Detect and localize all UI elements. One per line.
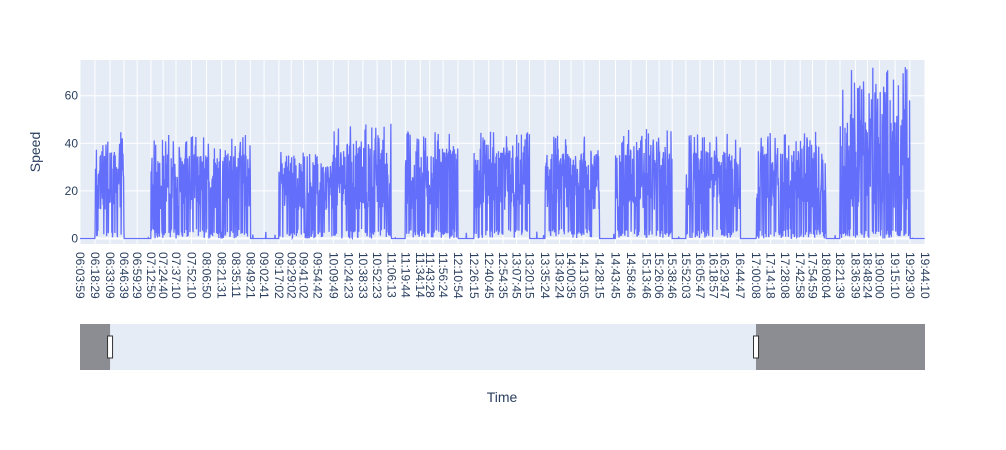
x-tick-label: 08:35:11 (229, 252, 243, 298)
x-tick-label: 10:38:33 (356, 252, 370, 299)
y-tick-label: 20 (65, 184, 79, 198)
speed-line (80, 67, 925, 241)
x-tick-label: 08:49:21 (243, 252, 257, 299)
x-tick-label: 15:13:46 (639, 252, 653, 299)
speed-series (80, 67, 925, 241)
x-tick-label: 08:06:50 (200, 252, 214, 299)
x-tick-label: 15:52:03 (679, 252, 693, 299)
x-tick-label: 15:26:06 (652, 252, 666, 299)
y-tick-labels: 0 20 40 60 (65, 89, 79, 246)
x-tick-label: 17:28:08 (778, 252, 792, 299)
range-slider[interactable] (80, 324, 925, 370)
x-tick-label: 16:44:47 (733, 252, 747, 299)
x-tick-label: 11:19:44 (398, 252, 412, 298)
x-tick-label: 13:07:45 (510, 252, 524, 299)
range-slider-left-mask (80, 324, 111, 370)
x-tick-label: 14:28:15 (593, 252, 607, 299)
x-tick-label: 19:15:10 (888, 252, 902, 299)
y-tick-label: 0 (71, 232, 78, 246)
x-tick-label: 14:58:46 (624, 252, 638, 299)
y-axis-title: Speed (27, 132, 43, 172)
x-tick-label: 17:54:59 (806, 252, 820, 299)
x-tick-label: 09:54:42 (311, 252, 325, 299)
x-tick-label: 11:06:13 (384, 252, 398, 298)
x-axis-title: Time (487, 389, 518, 405)
x-tick-label: 18:36:39 (848, 252, 862, 299)
x-tick-label: 13:49:24 (552, 252, 566, 299)
x-tick-label: 11:43:28 (423, 252, 437, 298)
x-tick-label: 09:41:02 (297, 252, 311, 299)
x-tick-label: 11:34:14 (413, 252, 427, 298)
x-tick-label: 10:09:49 (326, 252, 340, 299)
x-tick-label: 06:33:09 (103, 252, 117, 299)
x-tick-label: 06:03:59 (73, 252, 87, 299)
y-tick-label: 60 (65, 89, 79, 103)
x-tick-label: 19:29:30 (903, 252, 917, 299)
x-tick-label: 11:56:24 (436, 252, 450, 298)
x-tick-label: 19:44:10 (918, 252, 932, 299)
x-tick-label: 17:00:08 (749, 252, 763, 299)
y-tick-label: 40 (65, 136, 79, 150)
x-tick-label: 15:38:46 (665, 252, 679, 299)
x-tick-label: 07:52:10 (184, 252, 198, 299)
x-tick-label: 16:18:57 (707, 252, 721, 299)
range-slider-right-handle[interactable] (753, 335, 760, 359)
x-tick-label: 16:29:47 (718, 252, 732, 299)
range-slider-left-handle[interactable] (107, 335, 114, 359)
x-tick-label: 19:00:00 (872, 252, 886, 299)
x-tick-label: 07:37:10 (169, 252, 183, 299)
x-tick-label: 07:12:50 (144, 252, 158, 299)
x-tick-label: 10:52:23 (370, 252, 384, 299)
x-tick-labels: 06:03:59 06:18:29 06:33:09 06:46:39 06:59:29… (73, 252, 932, 299)
x-tick-label: 12:54:35 (496, 252, 510, 299)
range-slider-right-mask (756, 324, 925, 370)
x-tick-label: 12:40:45 (482, 252, 496, 299)
x-tick-label: 06:46:39 (117, 252, 131, 299)
x-tick-label: 07:24:40 (156, 252, 170, 299)
x-tick-label: 13:20:15 (522, 252, 536, 299)
x-tick-label: 09:02:41 (257, 252, 271, 299)
x-tick-label: 14:43:45 (608, 252, 622, 299)
x-tick-label: 13:35:24 (538, 252, 552, 299)
x-tick-label: 12:26:15 (467, 252, 481, 299)
x-tick-label: 08:21:31 (215, 252, 229, 299)
x-tick-label: 14:13:05 (577, 252, 591, 299)
x-tick-label: 18:48:24 (861, 252, 875, 299)
x-tick-label: 09:17:02 (272, 252, 286, 299)
x-tick-label: 17:14:18 (764, 252, 778, 299)
x-tick-label: 17:42:58 (793, 252, 807, 299)
x-tick-label: 12:10:54 (451, 252, 465, 299)
x-tick-label: 10:24:23 (341, 252, 355, 299)
x-tick-label: 06:59:29 (130, 252, 144, 299)
x-tick-label: 14:00:35 (564, 252, 578, 299)
x-tick-label: 18:21:39 (833, 252, 847, 299)
x-tick-label: 18:08:04 (819, 252, 833, 299)
x-tick-label: 06:18:29 (88, 252, 102, 299)
x-tick-label: 16:05:47 (693, 252, 707, 299)
x-tick-label: 09:29:02 (284, 252, 298, 299)
